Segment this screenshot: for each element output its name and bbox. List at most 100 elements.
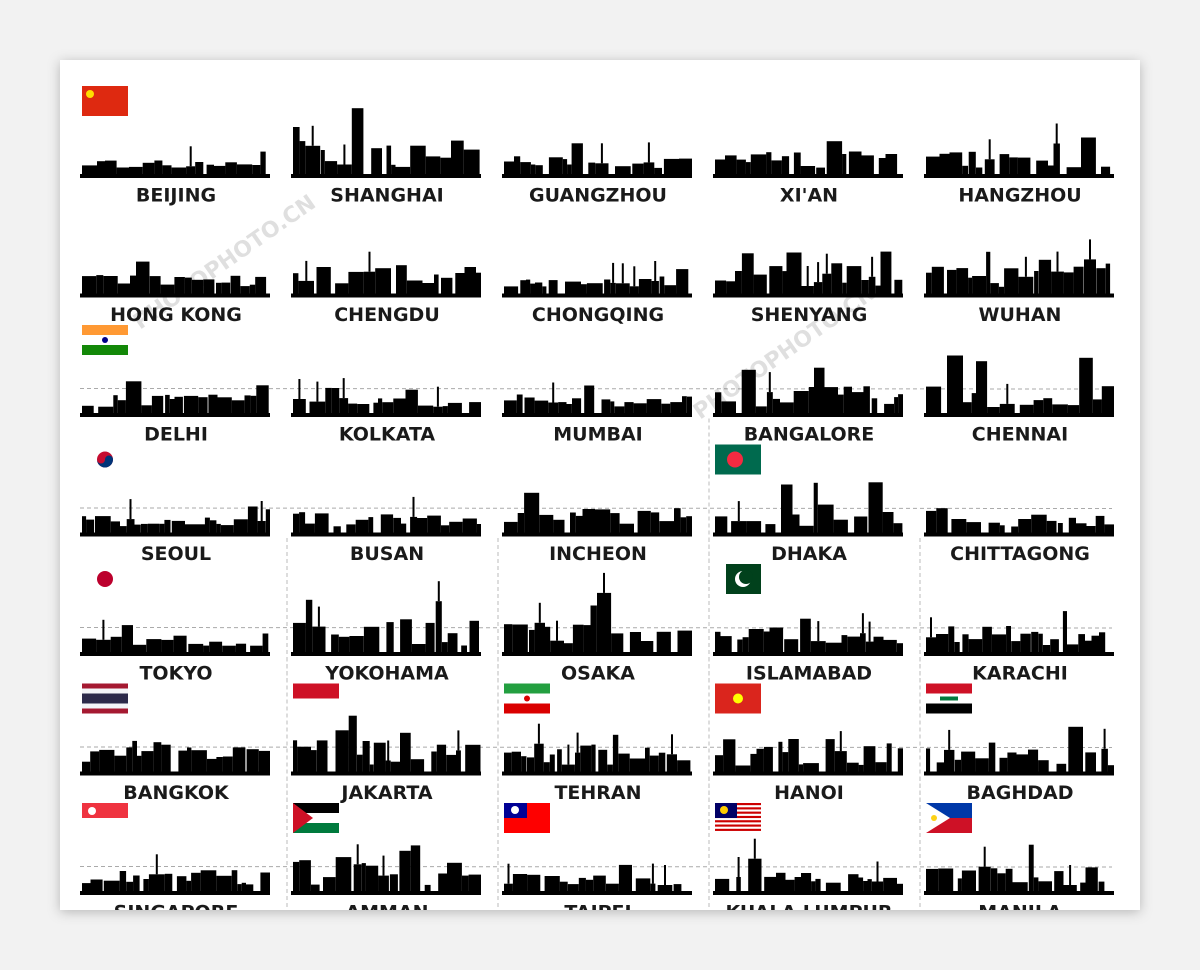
building — [1092, 399, 1102, 413]
building — [987, 407, 1000, 413]
building — [753, 274, 767, 294]
building — [365, 865, 379, 891]
building — [565, 281, 581, 294]
building — [954, 642, 960, 652]
building — [868, 276, 876, 294]
spire — [556, 620, 558, 641]
building — [715, 631, 721, 652]
building — [520, 162, 531, 174]
building — [256, 385, 269, 413]
skyline — [713, 838, 903, 895]
building — [1031, 514, 1047, 533]
flag — [504, 683, 550, 714]
building — [721, 401, 736, 413]
building — [715, 280, 727, 294]
building — [863, 881, 868, 891]
spire — [311, 125, 314, 146]
building — [650, 883, 656, 891]
building — [216, 875, 232, 891]
flag-part — [715, 820, 761, 823]
ground — [713, 532, 903, 537]
ground — [291, 174, 481, 178]
building — [611, 633, 624, 652]
building — [926, 510, 937, 533]
city-label: BANGKOK — [123, 782, 230, 804]
building — [1018, 519, 1032, 533]
building — [847, 636, 860, 652]
building — [543, 762, 550, 772]
flag-part — [926, 683, 972, 694]
building — [393, 398, 406, 413]
building — [203, 645, 210, 652]
building — [120, 526, 127, 533]
ground — [502, 293, 692, 298]
building — [765, 524, 776, 533]
building — [164, 873, 173, 891]
flag — [82, 325, 128, 355]
city-label: SHANGHAI — [330, 185, 443, 207]
spire — [342, 378, 345, 399]
skyline — [713, 731, 903, 776]
building — [1081, 137, 1096, 174]
spire — [537, 723, 540, 744]
building — [737, 639, 743, 652]
building — [939, 153, 950, 174]
skyline — [502, 261, 692, 298]
building — [185, 524, 191, 533]
building — [396, 265, 407, 294]
building — [971, 393, 977, 413]
building — [677, 630, 692, 652]
building — [198, 397, 208, 413]
building — [531, 164, 536, 174]
building — [331, 388, 340, 413]
building — [1007, 752, 1017, 772]
building — [731, 521, 747, 533]
building — [597, 592, 612, 652]
building — [750, 154, 767, 174]
building — [679, 158, 692, 174]
building — [469, 620, 479, 652]
city-label: TOKYO — [139, 663, 212, 685]
building — [567, 884, 579, 891]
spire — [768, 372, 771, 393]
building — [335, 857, 352, 891]
building — [82, 405, 94, 413]
building — [990, 283, 999, 294]
building — [136, 261, 150, 294]
building — [566, 404, 572, 413]
building — [405, 389, 418, 413]
ground — [291, 771, 481, 776]
building — [103, 880, 120, 891]
building — [610, 282, 616, 294]
building — [1016, 754, 1028, 772]
building — [549, 754, 555, 772]
building — [113, 395, 118, 413]
building — [1105, 263, 1111, 294]
flag-part — [733, 693, 743, 704]
skyline — [80, 146, 270, 178]
building — [247, 506, 258, 533]
building — [195, 162, 204, 174]
building — [504, 624, 513, 652]
flag-part — [293, 683, 339, 699]
skyline — [502, 863, 692, 895]
building — [159, 523, 165, 533]
building — [105, 160, 117, 174]
building — [897, 883, 903, 891]
building — [893, 523, 903, 533]
building — [206, 758, 217, 772]
building — [325, 387, 332, 413]
building — [882, 512, 894, 533]
building — [246, 749, 259, 772]
ground — [924, 293, 1114, 298]
building — [410, 516, 418, 533]
building — [785, 879, 795, 891]
building — [1056, 763, 1067, 772]
building — [1057, 523, 1063, 533]
building — [441, 642, 448, 652]
skyline — [713, 251, 903, 298]
flag-part — [739, 570, 753, 584]
building — [221, 282, 231, 294]
building — [548, 402, 559, 413]
